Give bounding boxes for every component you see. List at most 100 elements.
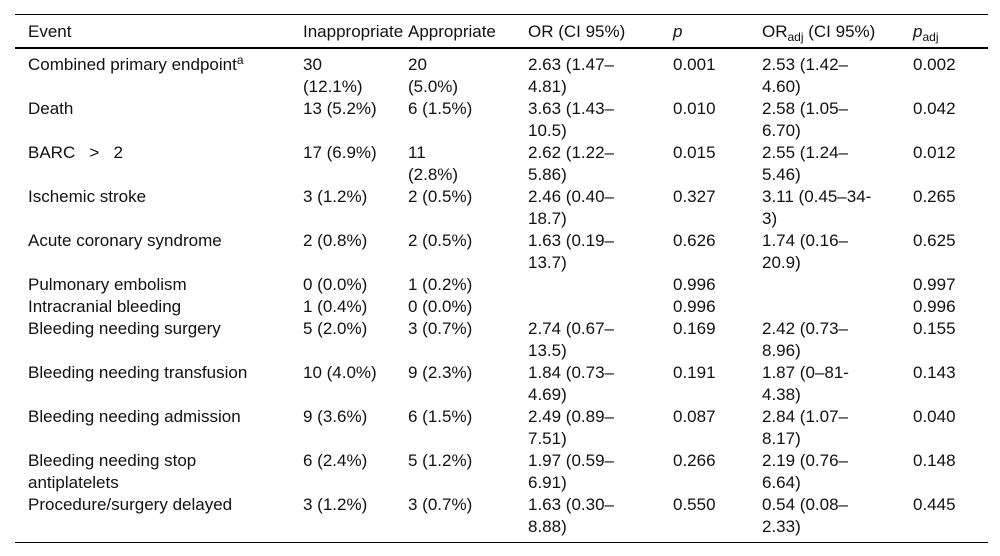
table-header: Event Inappropriate Appropriate OR (CI 9… <box>15 14 988 49</box>
inappropriate-cell: 9 (3.6%) <box>303 407 368 426</box>
appropriate-cell: 3 (0.7%) <box>408 319 473 338</box>
or-ci-cell: 2.62 (1.22– 5.86) <box>528 143 615 184</box>
p-value-cell: 0.001 <box>673 55 716 74</box>
inappropriate-cell: 1 (0.4%) <box>303 297 368 316</box>
inappropriate-cell: 3 (1.2%) <box>303 495 368 514</box>
p-adj-value-cell: 0.002 <box>913 55 956 74</box>
or-ci-cell <box>515 296 660 318</box>
p-value-cell: 0.015 <box>673 143 716 162</box>
table-row: Death 13 (5.2%) 6 (1.5%) 3.63 (1.43– 10.5) 0… <box>15 98 988 142</box>
table-row: Bleeding needing stop antiplatelets 6 (2.… <box>15 450 988 494</box>
or-adj-ci-cell <box>749 296 900 318</box>
or-adj-ci-cell: 2.53 (1.42– 4.60) <box>762 55 849 96</box>
table-row: Combined primary endpointa 30 (12.1%) 20 (… <box>15 48 988 98</box>
table-row: Ischemic stroke 3 (1.2%) 2 (0.5%) 2.46 (0.4… <box>15 186 988 230</box>
col-header-event-label: Event <box>28 22 72 41</box>
p-value-cell: 0.327 <box>673 187 716 206</box>
p-adj-value-cell: 0.997 <box>913 275 956 294</box>
event-label: Combined primary endpoint <box>28 55 237 74</box>
p-value-cell: 0.996 <box>673 297 716 316</box>
table-row: Bleeding needing surgery 5 (2.0%) 3 (0.7%)… <box>15 318 988 362</box>
appropriate-cell: 11 (2.8%) <box>408 143 459 184</box>
col-header-or-ci-label: OR (CI 95%) <box>528 22 626 41</box>
event-label: Ischemic stroke <box>28 187 147 206</box>
p-adj-value-cell: 0.996 <box>913 297 956 316</box>
col-header-p: p <box>660 14 749 49</box>
col-header-p-adj-label: p <box>913 22 923 41</box>
p-value-cell: 0.550 <box>673 495 716 514</box>
or-ci-cell: 1.84 (0.73– 4.69) <box>528 363 615 404</box>
adverse-events-table: Event Inappropriate Appropriate OR (CI 9… <box>15 14 988 543</box>
inappropriate-cell: 13 (5.2%) <box>303 99 377 118</box>
event-cell: Death <box>15 98 290 142</box>
table-body: Combined primary endpointa 30 (12.1%) 20 (… <box>15 48 988 543</box>
event-label: BARC > 2 <box>28 143 123 162</box>
appropriate-cell: 3 (0.7%) <box>408 495 473 514</box>
header-row: Event Inappropriate Appropriate OR (CI 9… <box>15 14 988 49</box>
event-cell: Bleeding needing surgery <box>15 318 290 362</box>
or-ci-cell: 2.74 (0.67– 13.5) <box>528 319 615 360</box>
col-header-p-label: p <box>673 22 683 41</box>
or-ci-cell: 2.63 (1.47– 4.81) <box>528 55 615 96</box>
or-adj-ci-cell: 2.58 (1.05– 6.70) <box>762 99 849 140</box>
inappropriate-cell: 2 (0.8%) <box>303 231 368 250</box>
appropriate-cell: 2 (0.5%) <box>408 187 473 206</box>
or-ci-cell: 2.49 (0.89– 7.51) <box>528 407 615 448</box>
p-adj-value-cell: 0.625 <box>913 231 956 250</box>
event-label: Acute coronary syndrome <box>28 231 222 250</box>
or-adj-ci-cell: 2.55 (1.24– 5.46) <box>762 143 849 184</box>
or-adj-ci-cell: 2.42 (0.73– 8.96) <box>762 319 849 360</box>
or-adj-ci-cell: 1.87 (0–81- 4.38) <box>762 363 849 404</box>
p-adj-value-cell: 0.155 <box>913 319 956 338</box>
event-cell: Bleeding needing stop antiplatelets <box>15 450 290 494</box>
event-label: Intracranial bleeding <box>28 297 182 316</box>
or-ci-cell: 2.46 (0.40– 18.7) <box>528 187 615 228</box>
or-adj-ci-cell: 2.84 (1.07– 8.17) <box>762 407 849 448</box>
col-header-appropriate-label: Appropriate <box>408 22 496 41</box>
inappropriate-cell: 30 (12.1%) <box>303 55 363 96</box>
event-cell: Procedure/surgery delayed <box>15 494 290 543</box>
inappropriate-cell: 6 (2.4%) <box>303 451 368 470</box>
col-header-or-adj-subscript: adj <box>787 30 804 44</box>
col-header-p-adj-subscript: adj <box>922 30 939 44</box>
p-value-cell: 0.996 <box>673 275 716 294</box>
event-label: Bleeding needing admission <box>28 407 241 426</box>
col-header-or-adj-ci: ORadj (CI 95%) <box>749 14 900 49</box>
or-adj-ci-cell: 2.19 (0.76– 6.64) <box>762 451 849 492</box>
appropriate-cell: 0 (0.0%) <box>408 297 473 316</box>
appropriate-cell: 20 (5.0%) <box>408 55 459 96</box>
event-label: Procedure/surgery delayed <box>28 495 233 514</box>
col-header-or-adj-ci-suffix: (CI 95%) <box>803 22 876 41</box>
col-header-p-adj: padj <box>900 14 988 49</box>
inappropriate-cell: 3 (1.2%) <box>303 187 368 206</box>
or-adj-ci-cell <box>749 274 900 296</box>
or-ci-cell: 3.63 (1.43– 10.5) <box>528 99 615 140</box>
p-adj-value-cell: 0.042 <box>913 99 956 118</box>
table-row: Bleeding needing admission 9 (3.6%) 6 (1.5… <box>15 406 988 450</box>
col-header-event: Event <box>15 14 290 49</box>
event-cell: BARC > 2 <box>15 142 290 186</box>
col-header-or-ci: OR (CI 95%) <box>515 14 660 49</box>
p-adj-value-cell: 0.040 <box>913 407 956 426</box>
col-header-or-adj-label: OR <box>762 22 788 41</box>
p-value-cell: 0.266 <box>673 451 716 470</box>
col-header-inappropriate: Inappropriate <box>290 14 403 49</box>
inappropriate-cell: 0 (0.0%) <box>303 275 368 294</box>
p-adj-value-cell: 0.445 <box>913 495 956 514</box>
table-row: Intracranial bleeding 1 (0.4%) 0 (0.0%) 0.9… <box>15 296 988 318</box>
p-adj-value-cell: 0.012 <box>913 143 956 162</box>
appropriate-cell: 9 (2.3%) <box>408 363 473 382</box>
p-value-cell: 0.169 <box>673 319 716 338</box>
p-value-cell: 0.191 <box>673 363 716 382</box>
or-ci-cell <box>515 274 660 296</box>
appropriate-cell: 6 (1.5%) <box>408 407 473 426</box>
table-row: Procedure/surgery delayed 3 (1.2%) 3 (0.7%… <box>15 494 988 543</box>
event-cell: Acute coronary syndrome <box>15 230 290 274</box>
table-row: Bleeding needing transfusion 10 (4.0%) 9 (… <box>15 362 988 406</box>
col-header-appropriate: Appropriate <box>395 14 515 49</box>
event-cell: Pulmonary embolism <box>15 274 290 296</box>
p-adj-value-cell: 0.265 <box>913 187 956 206</box>
or-adj-ci-cell: 1.74 (0.16– 20.9) <box>762 231 849 272</box>
event-cell: Ischemic stroke <box>15 186 290 230</box>
